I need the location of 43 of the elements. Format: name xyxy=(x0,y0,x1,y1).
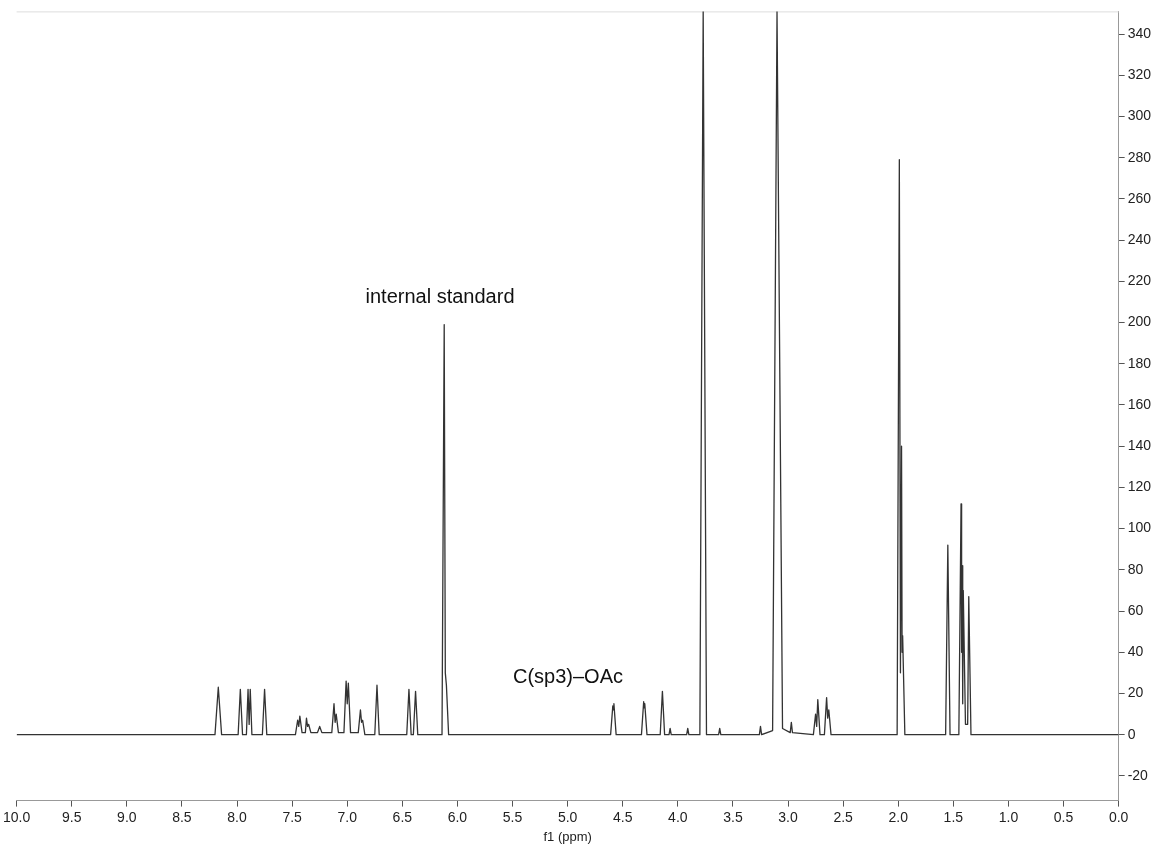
y-tick-label: 180 xyxy=(1127,354,1152,371)
x-tick-label: 5.0 xyxy=(557,808,578,825)
x-tick-label: 0.5 xyxy=(1053,808,1074,825)
y-tick-label: 20 xyxy=(1127,684,1144,701)
x-tick-label: 4.0 xyxy=(668,808,688,825)
x-axis-title: f1 (ppm) xyxy=(543,828,592,844)
x-tick-label: 8.0 xyxy=(227,808,247,825)
y-tick-label: 320 xyxy=(1127,66,1152,83)
x-tick-label: 2.5 xyxy=(833,808,854,825)
y-tick-label: 340 xyxy=(1127,24,1152,41)
y-tick-label: 160 xyxy=(1127,395,1152,412)
x-tick-label: 0.0 xyxy=(1108,808,1129,825)
y-tick-label: 140 xyxy=(1127,437,1152,454)
x-tick-label: 1.5 xyxy=(943,808,964,825)
x-tick-label: 4.5 xyxy=(613,808,633,825)
y-tick-label: 280 xyxy=(1127,148,1152,165)
x-tick-label: 6.5 xyxy=(392,808,413,825)
y-tick-label: 80 xyxy=(1127,560,1144,577)
x-tick-label: 5.5 xyxy=(502,808,523,825)
y-tick-label: 260 xyxy=(1127,189,1152,206)
x-tick-label: 6.0 xyxy=(447,808,468,825)
x-tick-label: 10.0 xyxy=(3,808,31,825)
y-tick-label: 120 xyxy=(1127,478,1152,495)
y-tick-label: 0 xyxy=(1127,725,1136,742)
x-tick-label: 3.5 xyxy=(723,808,743,825)
x-tick-label: 2.0 xyxy=(888,808,909,825)
y-tick-label: 60 xyxy=(1127,601,1144,618)
x-tick-label: 9.5 xyxy=(61,808,82,825)
x-tick-label: 3.0 xyxy=(778,808,798,825)
y-tick-label: -20 xyxy=(1127,766,1149,783)
y-tick-label: 40 xyxy=(1127,643,1144,660)
y-tick-label: 300 xyxy=(1127,107,1152,124)
y-tick-label: 240 xyxy=(1127,230,1152,247)
x-tick-label: 9.0 xyxy=(117,808,137,825)
x-tick-label: 1.0 xyxy=(998,808,1019,825)
x-tick-label: 7.5 xyxy=(282,808,303,825)
y-tick-label: 220 xyxy=(1127,272,1152,289)
x-tick-label: 8.5 xyxy=(172,808,192,825)
y-tick-label: 200 xyxy=(1127,313,1152,330)
x-tick-label: 7.0 xyxy=(337,808,358,825)
annotation: internal standard xyxy=(365,284,515,307)
y-tick-label: 100 xyxy=(1127,519,1152,536)
annotation: C(sp3)–OAc xyxy=(512,664,624,687)
